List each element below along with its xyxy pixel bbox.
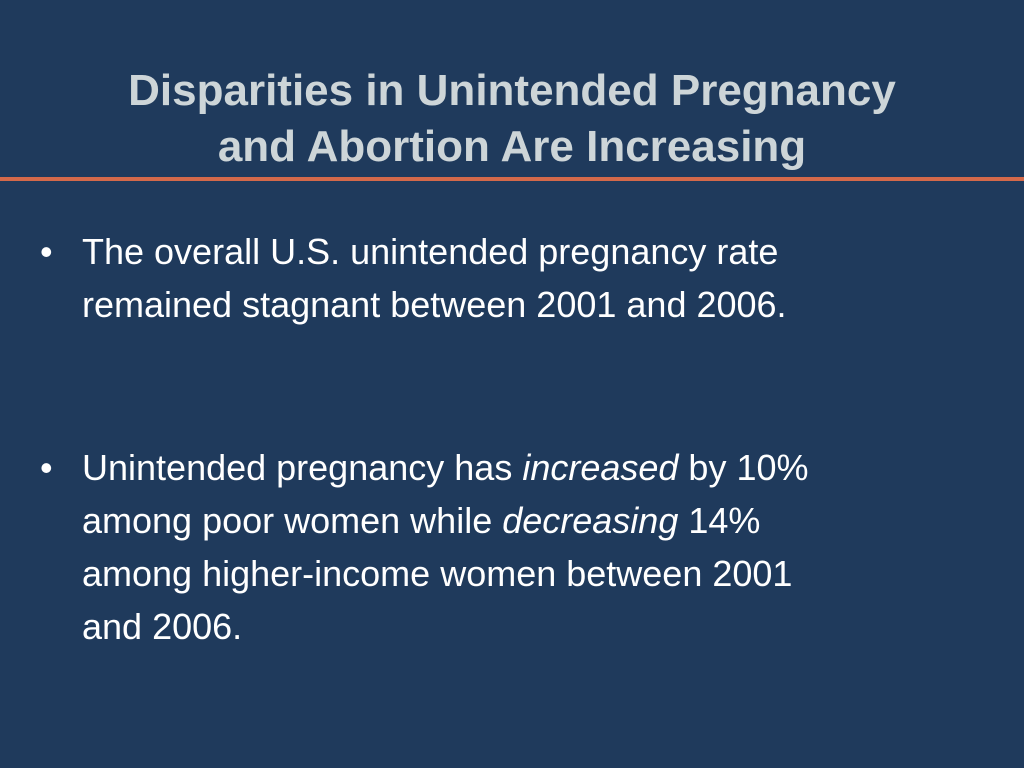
bullet-1-line-2: remained stagnant between 2001 and 2006. [82, 284, 787, 325]
emphasis-decreasing: decreasing [502, 500, 679, 541]
bullet-2-line-1-before: Unintended pregnancy has [82, 447, 523, 488]
bullet-item-1: • The overall U.S. unintended pregnancy … [40, 225, 1010, 331]
bullet-2-line-1: Unintended pregnancy has increased by 10… [82, 441, 1010, 494]
emphasis-increased: increased [522, 447, 679, 488]
bullet-item-2: • Unintended pregnancy has increased by … [40, 441, 1010, 653]
bullet-marker: • [40, 447, 53, 488]
title-line-1: Disparities in Unintended Pregnancy [128, 66, 896, 116]
bullet-marker: • [40, 231, 53, 272]
bullet-2-line-2: among poor women while decreasing 14% [82, 494, 1010, 547]
bullet-1-line-1: The overall U.S. unintended pregnancy ra… [82, 231, 779, 272]
title-divider [0, 177, 1024, 181]
bullet-2-line-3: among higher-income women between 2001 [82, 553, 793, 594]
bullet-2-line-1-after: by 10% [678, 447, 809, 488]
title-line-2: and Abortion Are Increasing [217, 122, 807, 172]
bullet-2-line-4: and 2006. [82, 606, 243, 647]
bullet-list: • The overall U.S. unintended pregnancy … [40, 225, 1010, 653]
bullet-2-line-2-before: among poor women while [82, 500, 503, 541]
slide-title: Disparities in Unintended Pregnancy and … [0, 63, 1024, 175]
bullet-2-line-2-after: 14% [678, 500, 761, 541]
